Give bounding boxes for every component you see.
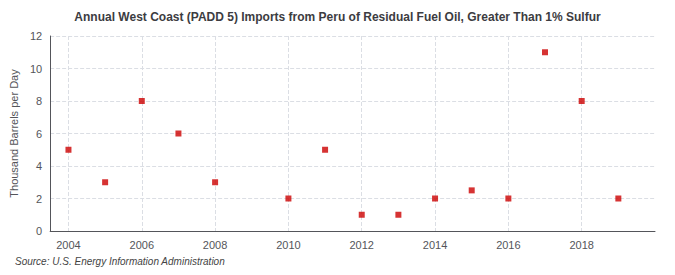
svg-text:2: 2 <box>36 193 42 205</box>
svg-text:2008: 2008 <box>203 239 227 251</box>
svg-text:2016: 2016 <box>496 239 520 251</box>
svg-text:6: 6 <box>36 128 42 140</box>
svg-text:2010: 2010 <box>276 239 300 251</box>
svg-text:2006: 2006 <box>130 239 154 251</box>
svg-text:8: 8 <box>36 95 42 107</box>
svg-text:Source: U.S. Energy Informatio: Source: U.S. Energy Information Administ… <box>15 256 225 267</box>
svg-text:0: 0 <box>36 225 42 237</box>
svg-text:12: 12 <box>30 30 42 42</box>
svg-text:2012: 2012 <box>349 239 373 251</box>
svg-text:Annual West Coast (PADD 5) Imp: Annual West Coast (PADD 5) Imports from … <box>74 10 601 24</box>
svg-text:Thousand Barrels per Day: Thousand Barrels per Day <box>8 69 20 198</box>
svg-text:2018: 2018 <box>569 239 593 251</box>
svg-text:4: 4 <box>36 160 42 172</box>
svg-text:2014: 2014 <box>423 239 447 251</box>
svg-text:10: 10 <box>30 63 42 75</box>
svg-text:2004: 2004 <box>56 239 80 251</box>
